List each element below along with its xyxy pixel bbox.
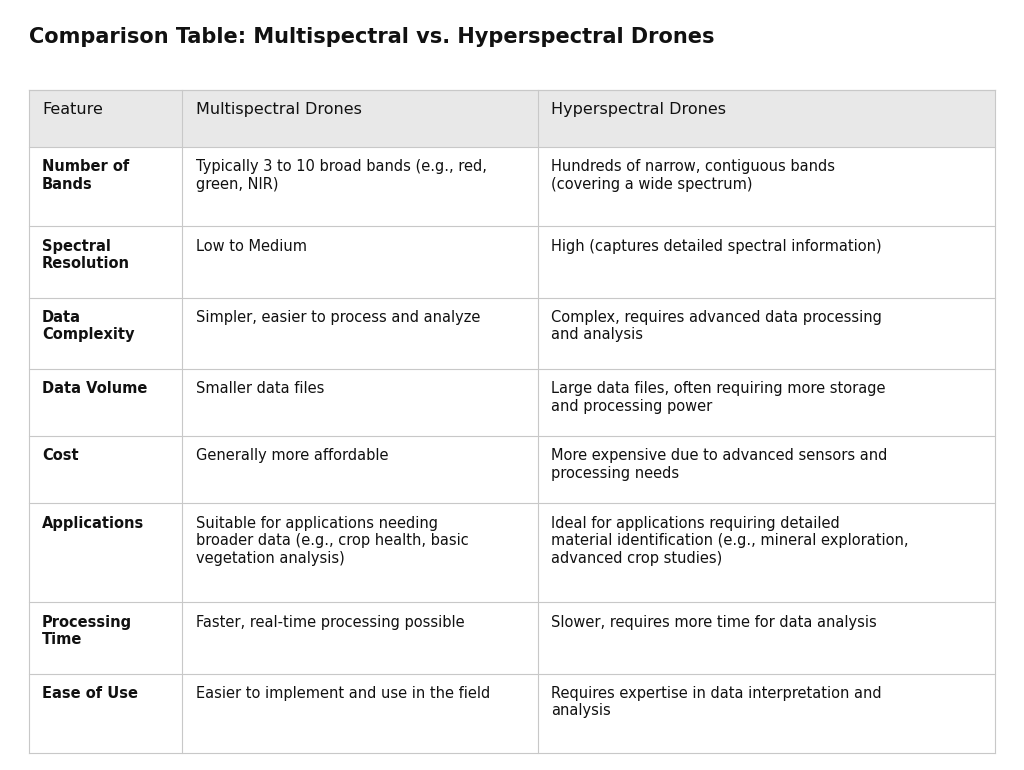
Text: Smaller data files: Smaller data files	[196, 381, 324, 397]
Text: More expensive due to advanced sensors and
processing needs: More expensive due to advanced sensors a…	[551, 448, 887, 481]
Text: Low to Medium: Low to Medium	[196, 239, 306, 253]
Text: Simpler, easier to process and analyze: Simpler, easier to process and analyze	[196, 310, 480, 325]
Text: Easier to implement and use in the field: Easier to implement and use in the field	[196, 686, 489, 701]
Text: Hyperspectral Drones: Hyperspectral Drones	[551, 102, 726, 117]
Text: Applications: Applications	[42, 516, 144, 531]
Text: Complex, requires advanced data processing
and analysis: Complex, requires advanced data processi…	[551, 310, 882, 343]
Text: Processing
Time: Processing Time	[42, 614, 132, 647]
Text: Generally more affordable: Generally more affordable	[196, 448, 388, 464]
Text: Number of
Bands: Number of Bands	[42, 159, 129, 192]
Text: Data
Complexity: Data Complexity	[42, 310, 134, 343]
Text: Feature: Feature	[42, 102, 102, 117]
Text: High (captures detailed spectral information): High (captures detailed spectral informa…	[551, 239, 882, 253]
Text: Comparison Table: Multispectral vs. Hyperspectral Drones: Comparison Table: Multispectral vs. Hype…	[29, 27, 714, 47]
Text: Data Volume: Data Volume	[42, 381, 147, 397]
Text: Cost: Cost	[42, 448, 79, 464]
Text: Slower, requires more time for data analysis: Slower, requires more time for data anal…	[551, 614, 877, 630]
Bar	[29, 90, 995, 147]
Text: Typically 3 to 10 broad bands (e.g., red,
green, NIR): Typically 3 to 10 broad bands (e.g., red…	[196, 159, 486, 192]
Text: Ease of Use: Ease of Use	[42, 686, 138, 701]
Text: Suitable for applications needing
broader data (e.g., crop health, basic
vegetat: Suitable for applications needing broade…	[196, 516, 468, 565]
Text: Requires expertise in data interpretation and
analysis: Requires expertise in data interpretatio…	[551, 686, 882, 718]
Text: Spectral
Resolution: Spectral Resolution	[42, 239, 130, 271]
Text: Faster, real-time processing possible: Faster, real-time processing possible	[196, 614, 464, 630]
Text: Large data files, often requiring more storage
and processing power: Large data files, often requiring more s…	[551, 381, 886, 413]
Text: Multispectral Drones: Multispectral Drones	[196, 102, 361, 117]
Text: Hundreds of narrow, contiguous bands
(covering a wide spectrum): Hundreds of narrow, contiguous bands (co…	[551, 159, 835, 192]
Text: Ideal for applications requiring detailed
material identification (e.g., mineral: Ideal for applications requiring detaile…	[551, 516, 908, 565]
